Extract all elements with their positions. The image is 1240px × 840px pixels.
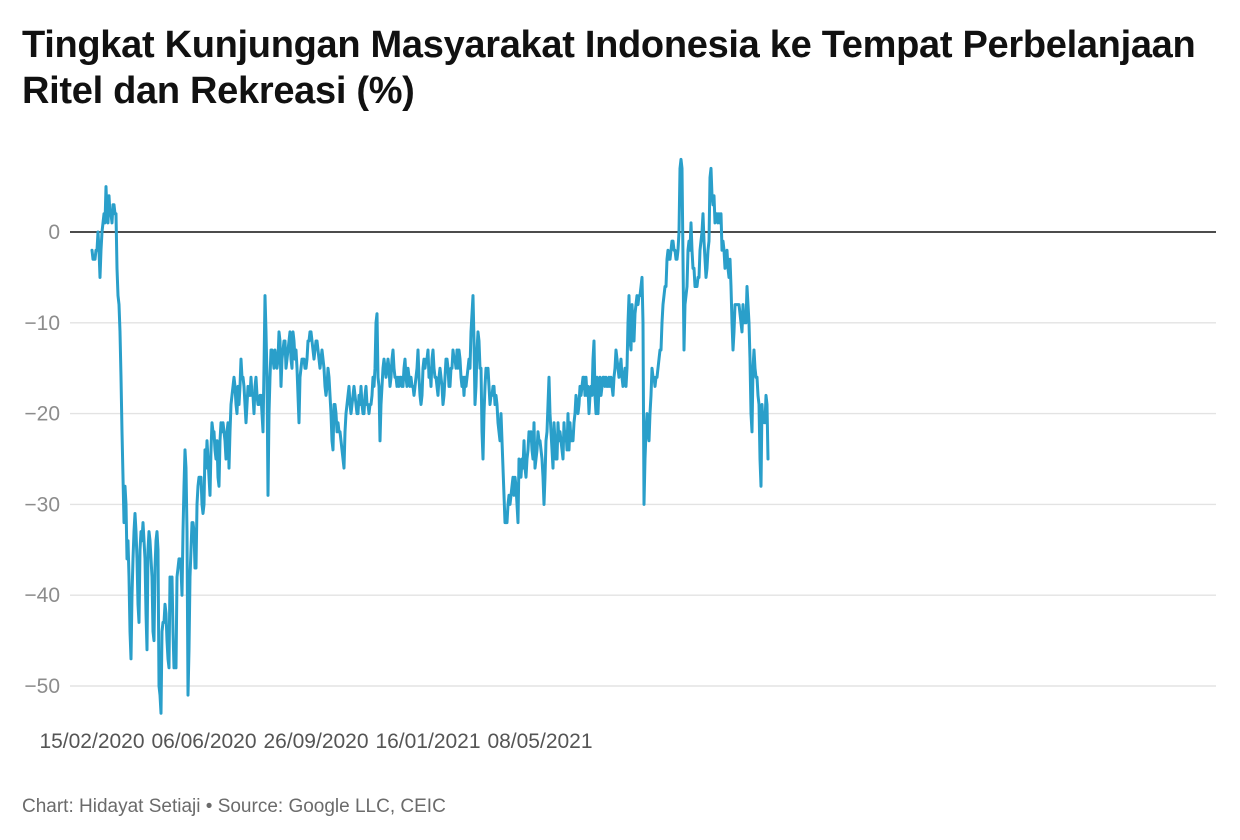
chart-credit: Chart: Hidayat Setiaji • Source: Google …: [22, 796, 446, 818]
chart-title: Tingkat Kunjungan Masyarakat Indonesia k…: [22, 24, 1196, 112]
credit-source: Source: Google LLC, CEIC: [217, 796, 446, 817]
series-line: [90, 157, 770, 715]
y-tick-label: −10: [24, 312, 60, 335]
x-tick-label: 06/06/2020: [151, 730, 256, 753]
x-tick-label: 26/09/2020: [263, 730, 368, 753]
y-tick-label: −40: [24, 584, 60, 607]
y-tick-label: −20: [24, 403, 60, 426]
x-tick-label: 15/02/2020: [39, 730, 144, 753]
x-tick-label: 16/01/2021: [375, 730, 480, 753]
x-axis-ticks: 15/02/2020 06/06/2020 26/09/2020 16/01/2021…: [39, 730, 592, 753]
credit-separator: •: [200, 796, 218, 817]
y-tick-label: 0: [48, 221, 60, 244]
credit-author: Chart: Hidayat Setiaji: [22, 796, 201, 817]
y-axis-ticks: 0 −10 −20 −30 −40 −50: [24, 221, 60, 698]
x-tick-label: 08/05/2021: [487, 730, 592, 753]
y-tick-label: −50: [24, 675, 60, 698]
y-tick-label: −30: [24, 493, 60, 516]
series-layer: [90, 157, 770, 715]
